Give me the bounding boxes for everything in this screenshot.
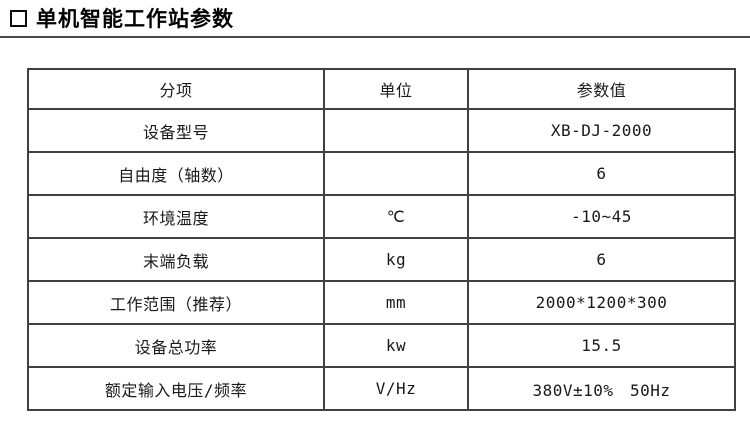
cell-unit: kg (323, 237, 469, 282)
cell-value: 6 (467, 237, 736, 282)
cell-unit (323, 151, 469, 196)
cell-unit (323, 108, 469, 153)
cell-item: 自由度（轴数） (27, 151, 325, 196)
parameters-table: 分项 单位 参数值 设备型号 XB-DJ-2000 自由度（轴数） 6 环境温度… (27, 68, 736, 411)
square-bullet-icon (10, 9, 27, 27)
table-row: 工作范围（推荐） mm 2000*1200*300 (27, 280, 736, 325)
header-item: 分项 (27, 68, 325, 110)
table-row: 额定输入电压/频率 V/Hz 380V±10% 50Hz (27, 366, 736, 411)
page-title-row: 单机智能工作站参数 (0, 0, 750, 31)
cell-item: 工作范围（推荐） (27, 280, 325, 325)
cell-item: 设备型号 (27, 108, 325, 153)
table-row: 末端负载 kg 6 (27, 237, 736, 282)
cell-unit: mm (323, 280, 469, 325)
table-row: 自由度（轴数） 6 (27, 151, 736, 196)
table-row: 环境温度 ℃ -10~45 (27, 194, 736, 239)
table-row: 设备型号 XB-DJ-2000 (27, 108, 736, 153)
cell-unit: V/Hz (323, 366, 469, 411)
cell-unit: ℃ (323, 194, 469, 239)
cell-item: 末端负载 (27, 237, 325, 282)
cell-value: 2000*1200*300 (467, 280, 736, 325)
cell-item: 额定输入电压/频率 (27, 366, 325, 411)
cell-item: 设备总功率 (27, 323, 325, 368)
cell-value: XB-DJ-2000 (467, 108, 736, 153)
table-row: 设备总功率 kw 15.5 (27, 323, 736, 368)
page-title: 单机智能工作站参数 (36, 8, 234, 31)
cell-value: 380V±10% 50Hz (467, 366, 736, 411)
header-value: 参数值 (467, 68, 736, 110)
cell-unit: kw (323, 323, 469, 368)
header-unit: 单位 (323, 68, 469, 110)
table-header-row: 分项 单位 参数值 (27, 68, 736, 110)
cell-value: 15.5 (467, 323, 736, 368)
cell-item: 环境温度 (27, 194, 325, 239)
title-divider (0, 36, 750, 38)
cell-value: -10~45 (467, 194, 736, 239)
cell-value: 6 (467, 151, 736, 196)
